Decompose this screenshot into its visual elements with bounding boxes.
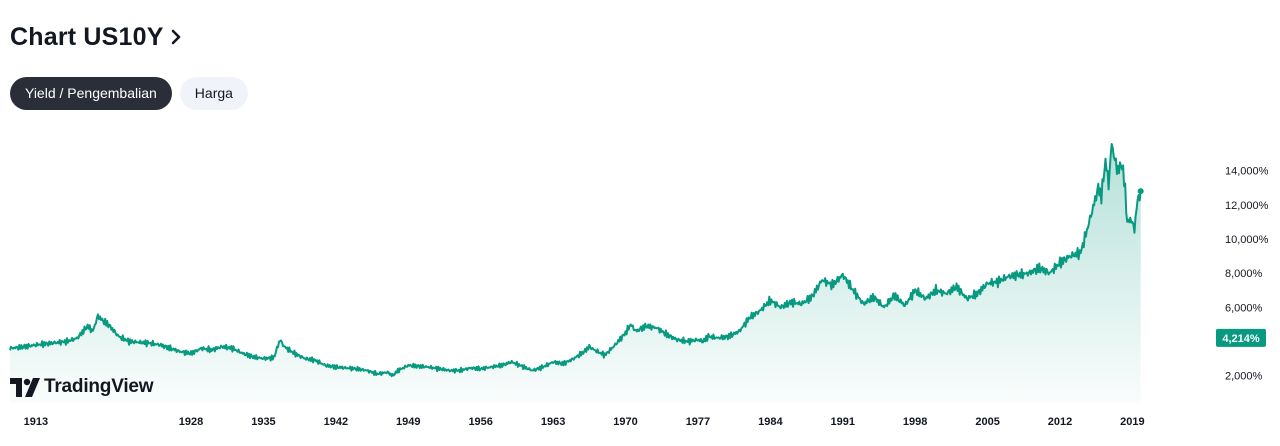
x-tick-label: 1970 — [613, 416, 637, 428]
y-tick-label: 8,000% — [1225, 268, 1263, 280]
y-tick-label: 10,000% — [1225, 234, 1269, 246]
x-tick-label: 1928 — [179, 416, 203, 428]
x-tick-label: 1963 — [541, 416, 565, 428]
x-tick-label: 1935 — [251, 416, 275, 428]
x-tick-label: 2019 — [1120, 416, 1144, 428]
x-tick-label: 1977 — [686, 416, 710, 428]
yield-area-fill — [10, 144, 1141, 403]
chevron-right-icon — [171, 29, 180, 45]
x-tick-label: 1956 — [468, 416, 492, 428]
x-tick-label: 2012 — [1048, 416, 1072, 428]
x-tick-label: 1998 — [903, 416, 927, 428]
last-value-label: 4,214% — [1222, 333, 1260, 345]
tab-price[interactable]: Harga — [179, 77, 248, 110]
page-title: Chart US10Y — [10, 22, 164, 51]
y-tick-label: 12,000% — [1225, 200, 1269, 212]
y-tick-label: 2,000% — [1225, 371, 1263, 383]
tradingview-logo-icon — [10, 377, 40, 397]
x-tick-label: 1942 — [324, 416, 348, 428]
x-tick-label: 1913 — [24, 416, 48, 428]
last-value-badge — [1216, 328, 1266, 347]
x-tick-label: 1991 — [831, 416, 855, 428]
x-tick-label: 2005 — [975, 416, 999, 428]
y-tick-label: 14,000% — [1225, 166, 1269, 178]
tradingview-logo-text: TradingView — [44, 376, 154, 397]
x-tick-label: 1949 — [396, 416, 420, 428]
chart-mode-tabs: Yield / Pengembalian Harga — [10, 77, 248, 110]
y-tick-label: 6,000% — [1225, 302, 1263, 314]
x-tick-label: 1984 — [758, 416, 783, 428]
yield-series-line — [9, 143, 1142, 378]
tab-yield[interactable]: Yield / Pengembalian — [10, 77, 172, 110]
tradingview-logo: TradingView — [10, 376, 154, 398]
last-value-dot — [1137, 188, 1144, 195]
chart-title-link[interactable]: Chart US10Y — [10, 22, 183, 52]
